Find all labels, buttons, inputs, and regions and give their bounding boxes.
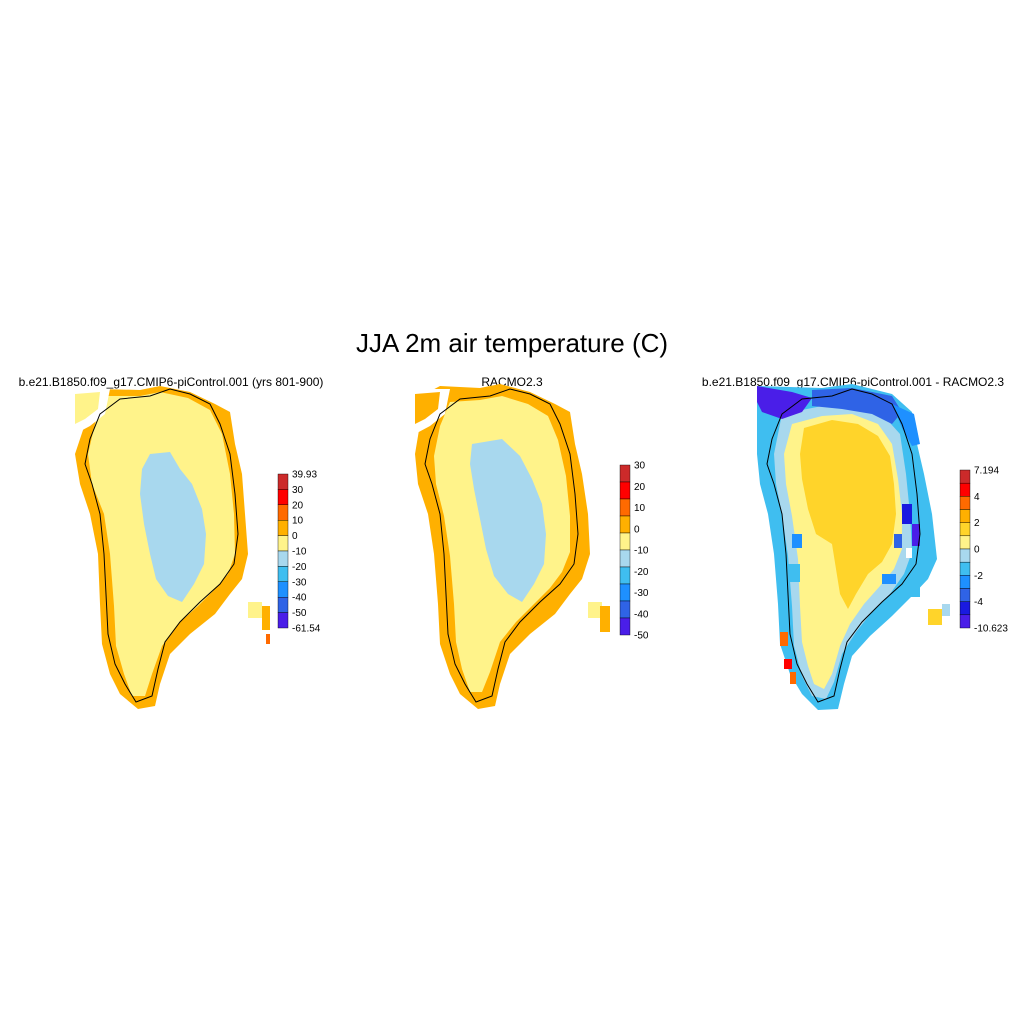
colorbar-racmo: 30 20 10 0 -10 -20 -30 -40 -50 xyxy=(619,461,649,642)
colorbar-swatch xyxy=(959,601,971,616)
colorbar-swatch xyxy=(959,575,971,589)
colorbar-label: -10.623 xyxy=(974,624,1008,635)
panel-title-difference: b.e21.B1850.f09_g17.CMIP6-piControl.001 … xyxy=(701,375,1005,389)
colorbar-label: 0 xyxy=(974,545,980,556)
colorbar-swatch xyxy=(619,515,631,534)
colorbar-swatch xyxy=(277,612,289,629)
colorbar-swatch xyxy=(619,600,631,619)
colorbar-label: -40 xyxy=(634,609,649,620)
colorbar-swatch xyxy=(277,519,289,536)
colorbar-swatch xyxy=(619,583,631,602)
colorbar-swatch xyxy=(277,489,289,506)
figure-title: JJA 2m air temperature (C) xyxy=(355,328,669,358)
colorbar-swatch xyxy=(277,504,289,521)
panel-title-model: b.e21.B1850.f09_g17.CMIP6-piControl.001 … xyxy=(18,375,324,389)
colorbar-swatch xyxy=(959,614,971,629)
greenland-field xyxy=(415,384,610,709)
colorbar-swatch xyxy=(619,481,631,500)
colorbar-swatch xyxy=(959,509,971,523)
colorbar-swatch xyxy=(277,535,289,552)
colorbar-label: -50 xyxy=(634,631,649,642)
map-panel-racmo: 30 20 10 0 -10 -20 -30 -40 -50 xyxy=(415,384,649,709)
colorbar-label: 39.93 xyxy=(292,470,317,481)
greenland-field xyxy=(757,384,950,710)
colorbar-label: 30 xyxy=(634,461,646,472)
colorbar-swatch xyxy=(959,535,971,550)
colorbar-swatch xyxy=(619,498,631,517)
colorbar-label: -61.54 xyxy=(292,624,321,635)
coastline xyxy=(84,388,239,703)
colorbar-label: 30 xyxy=(292,485,304,496)
colorbar-label: 20 xyxy=(292,500,304,511)
colorbar-label: 10 xyxy=(634,503,646,514)
colorbar-label: 20 xyxy=(634,482,646,493)
colorbar-swatch xyxy=(959,496,971,510)
colorbar-label: -40 xyxy=(292,593,307,604)
colorbar-label: 10 xyxy=(292,516,304,527)
colorbar-label: -30 xyxy=(634,588,649,599)
colorbar-label: 2 xyxy=(974,518,980,529)
colorbar-label: -20 xyxy=(292,562,307,573)
colorbar-label: -2 xyxy=(974,571,983,582)
colorbar-swatch xyxy=(619,464,631,483)
colorbar-swatch xyxy=(277,596,289,613)
colorbar-label: -20 xyxy=(634,567,649,578)
colorbar-swatch xyxy=(959,482,971,497)
colorbar-swatch xyxy=(959,588,971,602)
map-panel-difference: 7.194 4 2 0 -2 -4 -10.623 xyxy=(757,384,1008,710)
colorbar-label: -10 xyxy=(292,547,307,558)
colorbar-model: 39.93 30 20 10 0 -10 -20 -30 -40 -50 -61.54 xyxy=(277,470,321,635)
colorbar-swatch xyxy=(959,522,971,537)
coastline xyxy=(766,388,921,703)
colorbar-swatch xyxy=(959,469,971,484)
colorbar-label: 7.194 xyxy=(974,466,999,477)
colorbar-swatch xyxy=(959,548,971,563)
colorbar-label: 0 xyxy=(292,531,298,542)
colorbar-label: -30 xyxy=(292,577,307,588)
colorbar-swatch xyxy=(619,549,631,568)
colorbar-swatch xyxy=(277,581,289,598)
colorbar-label: -4 xyxy=(974,597,983,608)
colorbar-swatch xyxy=(277,473,289,490)
map-panel-model: 39.93 30 20 10 0 -10 -20 -30 -40 -50 -61.54 xyxy=(75,386,321,709)
colorbar-swatch xyxy=(959,561,971,576)
colorbar-swatch xyxy=(619,532,631,551)
colorbar-label: 0 xyxy=(634,524,640,535)
colorbar-swatch xyxy=(619,617,631,636)
colorbar-label: -10 xyxy=(634,546,649,557)
colorbar-label: 4 xyxy=(974,492,980,503)
colorbar-difference: 7.194 4 2 0 -2 -4 -10.623 xyxy=(959,466,1008,635)
colorbar-swatch xyxy=(277,550,289,567)
greenland-field xyxy=(75,386,270,709)
colorbar-swatch xyxy=(277,566,289,582)
coastline xyxy=(424,388,579,703)
colorbar-label: -50 xyxy=(292,608,307,619)
colorbar-swatch xyxy=(619,566,631,585)
